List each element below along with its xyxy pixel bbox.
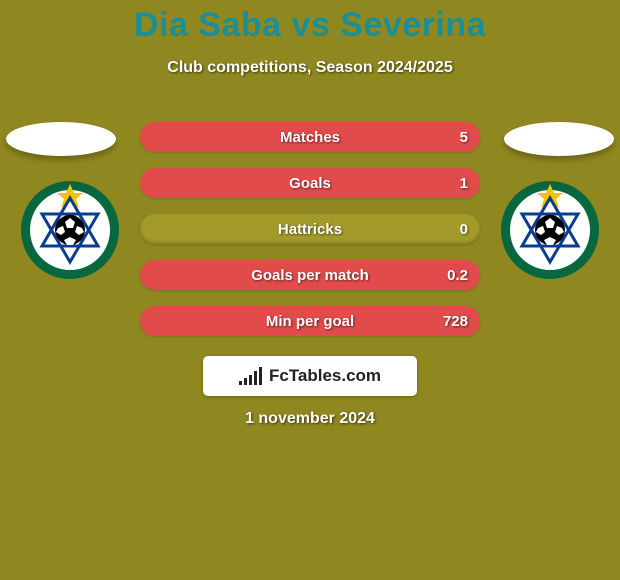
club-crest-right [500, 180, 600, 280]
stat-row: Matches5 [140, 122, 480, 152]
stat-label: Hattricks [140, 221, 480, 238]
infographic-canvas: Dia Saba vs Severina Club competitions, … [0, 0, 620, 580]
stat-row: Min per goal728 [140, 306, 480, 336]
club-crest-left [20, 180, 120, 280]
stat-value-right: 5 [460, 129, 468, 146]
stat-value-right: 728 [443, 313, 468, 330]
date-label: 1 november 2024 [0, 410, 620, 428]
page-title: Dia Saba vs Severina [0, 0, 620, 45]
stat-rows: Matches5Goals1Hattricks0Goals per match0… [140, 122, 480, 352]
branding-text: FcTables.com [269, 366, 381, 386]
stat-label: Min per goal [140, 313, 480, 330]
player-left-avatar [6, 122, 116, 156]
subtitle: Club competitions, Season 2024/2025 [0, 59, 620, 77]
stat-label: Goals per match [140, 267, 480, 284]
stat-row: Hattricks0 [140, 214, 480, 244]
stat-label: Goals [140, 175, 480, 192]
stat-row: Goals per match0.2 [140, 260, 480, 290]
branding-bars-icon [239, 367, 262, 385]
player-right-avatar [504, 122, 614, 156]
stat-row: Goals1 [140, 168, 480, 198]
stat-value-right: 1 [460, 175, 468, 192]
stat-label: Matches [140, 129, 480, 146]
stat-value-right: 0 [460, 221, 468, 238]
stat-value-right: 0.2 [447, 267, 468, 284]
branding-badge: FcTables.com [203, 356, 417, 396]
